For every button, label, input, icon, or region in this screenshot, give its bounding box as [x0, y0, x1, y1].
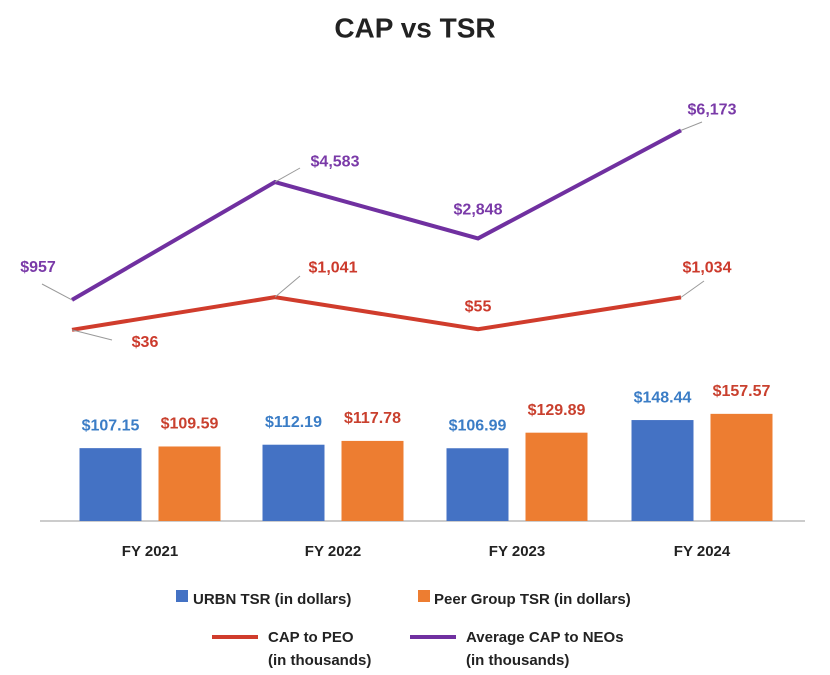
bar — [631, 420, 694, 521]
bar — [262, 444, 325, 521]
legend-label: Average CAP to NEOs (in thousands) — [466, 629, 624, 669]
bar — [79, 448, 142, 521]
bar — [341, 440, 404, 521]
bar — [446, 448, 509, 521]
legend-label: Peer Group TSR (in dollars) — [434, 591, 631, 608]
x-tick-label: FY 2021 — [122, 543, 178, 560]
bar — [710, 413, 773, 521]
leader-line — [274, 275, 301, 298]
legend-swatch — [418, 590, 430, 602]
x-tick-label: FY 2023 — [489, 543, 545, 560]
data-label: $957 — [20, 259, 56, 276]
data-label: $6,173 — [688, 102, 737, 119]
x-tick-label: FY 2022 — [305, 543, 361, 560]
data-label: $107.15 — [82, 417, 140, 434]
data-label: $2,848 — [454, 202, 503, 219]
bar — [525, 432, 588, 521]
data-label: $106.99 — [449, 417, 507, 434]
data-label: $112.19 — [265, 414, 322, 431]
data-label: $1,034 — [683, 260, 732, 277]
line — [70, 128, 682, 302]
data-label: $117.78 — [344, 410, 401, 427]
leader-line — [274, 167, 301, 183]
legend-swatch — [176, 590, 188, 602]
data-label: $55 — [465, 298, 492, 315]
chart-title: CAP vs TSR — [334, 12, 495, 43]
leader-line — [71, 329, 113, 341]
bar — [158, 446, 221, 521]
leader-line — [41, 283, 73, 301]
x-tick-label: FY 2024 — [674, 543, 731, 560]
line — [71, 295, 682, 332]
data-label: $129.89 — [528, 402, 586, 419]
data-label: $4,583 — [311, 153, 360, 170]
data-label: $157.57 — [713, 383, 771, 400]
data-label: $109.59 — [161, 416, 219, 433]
leader-line — [680, 280, 705, 298]
legend-label: CAP to PEO (in thousands) — [268, 629, 372, 669]
leader-line — [680, 121, 703, 131]
legend-label: URBN TSR (in dollars) — [193, 591, 352, 608]
data-label: $148.44 — [634, 389, 692, 406]
data-label: $1,041 — [309, 259, 358, 276]
data-label: $36 — [132, 334, 159, 351]
